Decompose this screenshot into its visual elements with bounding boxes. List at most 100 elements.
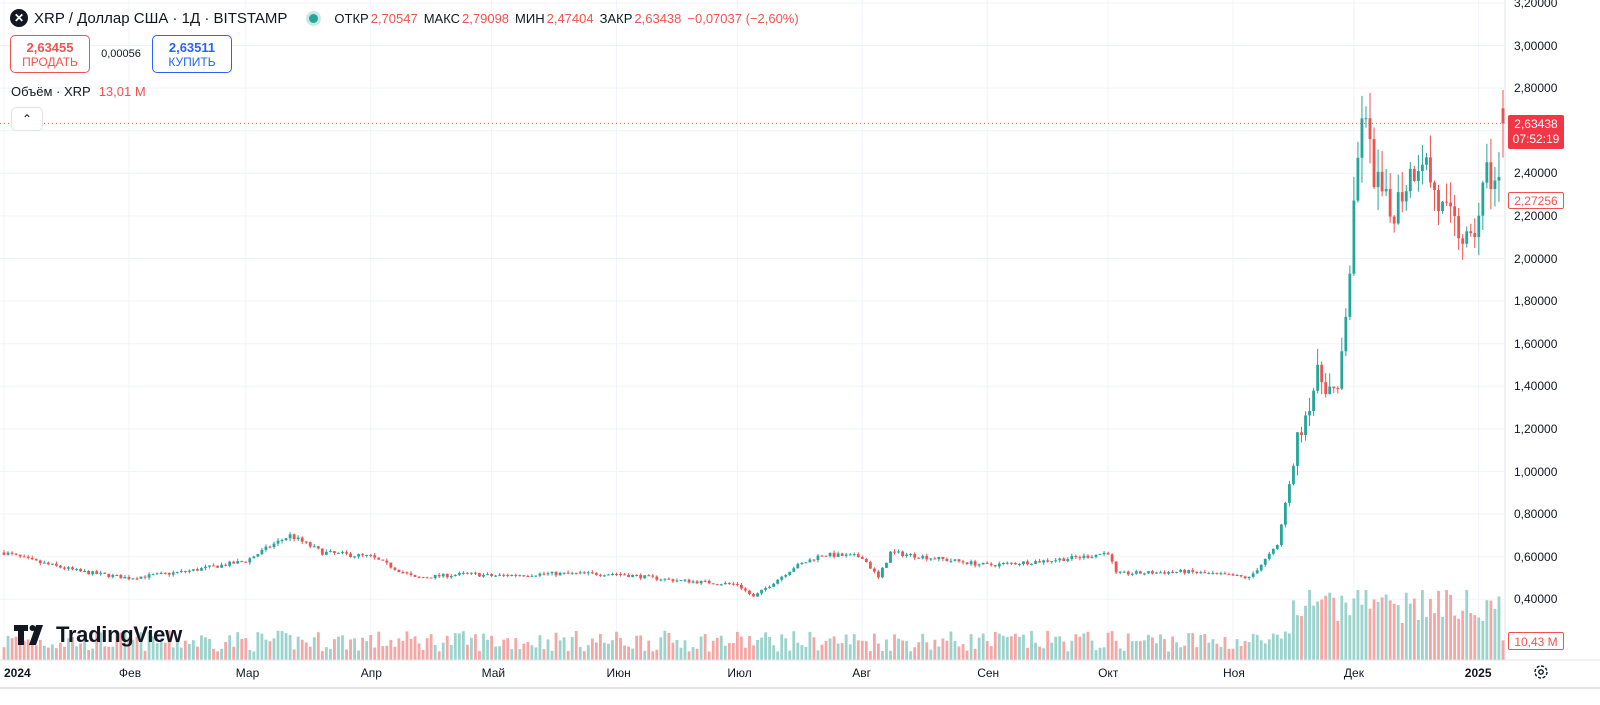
candle-body [465, 572, 469, 574]
volume-bar [1094, 650, 1098, 660]
volume-bar [1114, 640, 1118, 660]
candle-body [663, 578, 667, 580]
volume-bar [276, 630, 280, 660]
time-tick-label: Апр [360, 666, 382, 680]
volume-bar [518, 648, 522, 660]
candle-body [655, 576, 659, 580]
candle-body [1078, 557, 1082, 559]
candle-body [288, 534, 292, 539]
volume-bar [1348, 615, 1352, 660]
volume-bar [1328, 592, 1332, 660]
candle-body [1251, 573, 1255, 577]
volume-bar [429, 634, 433, 660]
volume-bar [328, 649, 332, 660]
volume-bar [373, 647, 377, 660]
candle-body [143, 576, 147, 578]
buy-button[interactable]: 2,63511 КУПИТЬ [152, 35, 232, 73]
candle-body [1159, 572, 1162, 574]
candle-body [1191, 570, 1195, 572]
volume-bar [155, 643, 159, 660]
volume-bar [893, 634, 896, 660]
candle-body [171, 572, 175, 575]
volume-bar [844, 634, 848, 660]
candle-body [187, 570, 191, 572]
volume-bar [897, 638, 900, 660]
volume-bar [1425, 617, 1428, 660]
candle-body [1320, 364, 1324, 383]
candle-body [179, 570, 183, 572]
candle-body [1018, 563, 1021, 565]
candle-body [1404, 191, 1408, 202]
volume-bar [667, 632, 671, 660]
volume-bar [236, 632, 240, 660]
collapse-legend-button[interactable]: ⌃ [11, 107, 43, 131]
volume-bar [59, 642, 62, 660]
volume-bar [1340, 595, 1344, 660]
volume-bar [99, 632, 103, 660]
candle-body [369, 554, 373, 556]
volume-bar [50, 644, 54, 660]
volume-bar [34, 645, 38, 660]
volume-bar [1134, 641, 1138, 660]
candle-body [425, 577, 429, 579]
volume-bar [1416, 619, 1420, 660]
volume-bar [30, 644, 34, 660]
volume-bar [1441, 616, 1444, 660]
volume-bar [735, 631, 739, 660]
candle-body [385, 560, 389, 563]
volume-bar [1501, 640, 1505, 660]
volume-bar [860, 640, 864, 660]
volume-bar [337, 636, 340, 660]
candle-body [1030, 563, 1033, 565]
volume-bar [1445, 590, 1448, 660]
sell-button[interactable]: 2,63455 ПРОДАТЬ [10, 35, 90, 73]
candle-body [373, 555, 377, 558]
candle-body [1473, 233, 1477, 238]
candle-body [562, 572, 566, 574]
candle-body [925, 555, 929, 560]
time-tick-label: Фев [118, 666, 142, 680]
tradingview-logo[interactable]: TradingView [14, 622, 182, 648]
volume-bar [663, 630, 667, 660]
candle-body [1356, 157, 1360, 201]
volume-bar [1380, 597, 1384, 660]
volume-bar [2, 647, 6, 660]
last-price-value: 2,63438 [1514, 117, 1558, 131]
volume-bar [1195, 647, 1199, 660]
volume-bar [163, 642, 167, 660]
open-label: ОТКР [334, 10, 369, 26]
volume-bar [63, 646, 66, 660]
volume-bar [1251, 633, 1255, 660]
volume-legend[interactable]: Объём · XRP 13,01 M [11, 84, 146, 99]
volume-bar [699, 636, 703, 660]
candle-body [969, 561, 973, 565]
volume-bar [1191, 633, 1195, 660]
candle-body [1469, 231, 1473, 234]
volume-bar [973, 648, 977, 660]
volume-bar [1102, 647, 1106, 660]
ohlc-values: ОТКР 2,70547 МАКС 2,79098 МИН 2,47404 ЗАКР 2… [334, 11, 802, 26]
price-tick-label: 3,00000 [1514, 38, 1558, 53]
candle-body [131, 578, 135, 580]
candle-body [34, 559, 38, 561]
candle-body [123, 576, 127, 579]
volume-bar [478, 651, 481, 660]
candle-body [607, 574, 610, 576]
volume-bar [796, 642, 800, 660]
volume-bar [832, 636, 836, 660]
volume-bar [1477, 617, 1481, 660]
change-value: −0,07037 (−2,60%) [687, 10, 799, 26]
candle-body [1328, 386, 1332, 395]
market-status-dot[interactable] [309, 13, 319, 23]
candle-body [30, 557, 34, 560]
volume-bar [1022, 634, 1025, 660]
volume-bar [868, 651, 872, 660]
symbol-title[interactable]: XRP / Доллар США · 1Д · BITSTAMP [34, 9, 288, 27]
volume-bar [300, 639, 304, 660]
volume-bar [409, 638, 413, 660]
close-x-icon[interactable]: ✕ [10, 9, 28, 27]
candle-body [1014, 563, 1017, 565]
volume-bar [1336, 620, 1340, 660]
settings-gear-icon[interactable] [1532, 663, 1550, 681]
